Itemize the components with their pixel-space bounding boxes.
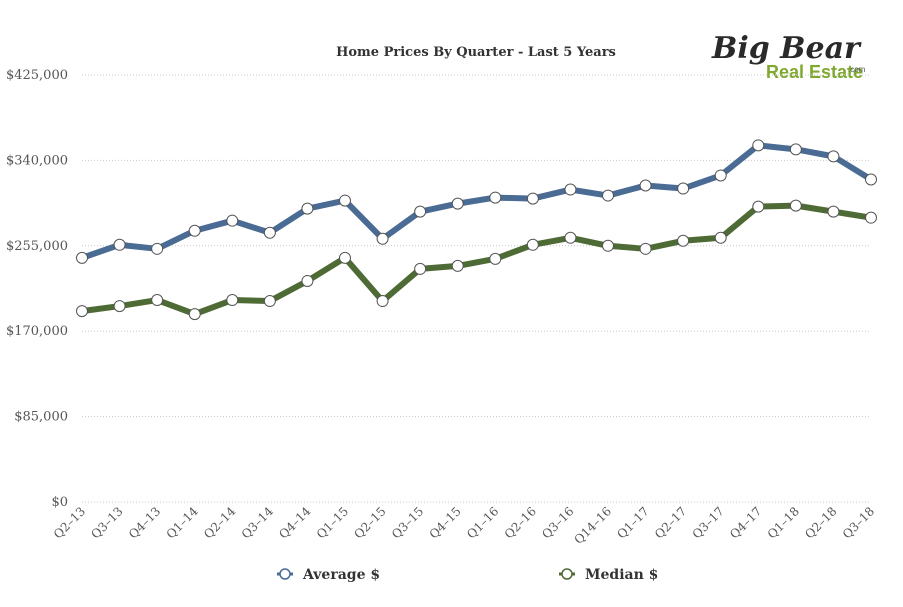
series-median [76, 199, 877, 321]
legend-marker [279, 568, 291, 580]
grid-lines [82, 74, 871, 503]
data-point[interactable] [752, 200, 765, 213]
logo-main-text: Big Bear [711, 31, 862, 66]
legend: Average $ Median $ [277, 567, 658, 583]
legend-marker [561, 568, 573, 580]
data-point[interactable] [76, 251, 88, 264]
legend-item[interactable]: Median $ [559, 567, 658, 583]
logo-sub-text: Real Estate [766, 62, 863, 82]
data-point[interactable] [564, 231, 577, 244]
x-axis-ticks: Q2–13 Q3–13 Q4–13 Q1–14 Q2–14 Q3–14 Q4–14 Q1–15… [51, 504, 877, 547]
data-point[interactable] [789, 143, 802, 156]
data-point[interactable] [865, 173, 877, 186]
data-point[interactable] [489, 252, 502, 265]
data-point[interactable] [339, 194, 351, 207]
legend-label: Median $ [585, 567, 658, 583]
x-tick-label: Q1–14 [164, 504, 202, 542]
series-line [79, 142, 874, 261]
data-point[interactable] [639, 242, 652, 255]
data-point[interactable] [151, 242, 164, 255]
data-point[interactable] [151, 294, 164, 307]
data-point[interactable] [526, 192, 539, 205]
data-point[interactable] [639, 179, 652, 192]
brand-logo: Big Bear Real Estate .com [711, 31, 866, 82]
x-tick-label: Q1–18 [765, 504, 802, 541]
series-line [79, 202, 874, 318]
data-point[interactable] [865, 211, 877, 224]
x-tick-label: Q1–17 [614, 504, 651, 541]
data-point[interactable] [789, 199, 802, 212]
legend-label: Average $ [302, 567, 380, 583]
data-point[interactable] [113, 300, 126, 313]
data-point[interactable] [301, 202, 314, 215]
x-tick-label: Q2–16 [502, 504, 539, 541]
y-tick-label: $0 [51, 495, 68, 510]
x-tick-label: Q2–18 [802, 504, 839, 541]
data-point[interactable] [113, 238, 126, 251]
x-tick-label: Q3–14 [239, 504, 277, 542]
data-point[interactable] [226, 294, 239, 307]
y-tick-label: $255,000 [6, 239, 68, 254]
x-tick-label: Q1–16 [464, 504, 501, 541]
x-tick-label: Q4–15 [427, 504, 464, 541]
x-tick-label: Q3–18 [840, 504, 877, 541]
data-point[interactable] [564, 183, 577, 196]
data-point[interactable] [76, 305, 88, 318]
y-axis-ticks: $0 $85,000 $170,000 $255,000 $340,000 $425,00… [6, 68, 68, 510]
x-tick-label: Q3–17 [690, 504, 727, 541]
x-tick-label: Q4–17 [727, 504, 764, 541]
data-point[interactable] [602, 189, 614, 202]
data-point[interactable] [451, 197, 464, 210]
data-point[interactable] [677, 234, 690, 247]
data-point[interactable] [526, 238, 539, 251]
data-point[interactable] [226, 214, 239, 227]
x-tick-label: Q2–15 [351, 504, 388, 541]
data-point[interactable] [301, 274, 314, 287]
x-tick-label: Q2–14 [201, 504, 239, 542]
data-point[interactable] [188, 224, 201, 237]
x-tick-label: Q2–17 [652, 504, 689, 541]
x-tick-label: Q1–15 [314, 504, 351, 541]
series-average [76, 139, 877, 264]
data-point[interactable] [188, 308, 201, 321]
data-point[interactable] [827, 150, 840, 163]
data-point[interactable] [489, 191, 502, 204]
data-point[interactable] [376, 232, 389, 245]
data-point[interactable] [451, 259, 464, 272]
data-point[interactable] [752, 139, 765, 152]
y-tick-label: $340,000 [6, 153, 68, 168]
y-tick-label: $170,000 [6, 324, 68, 339]
data-point[interactable] [714, 231, 727, 244]
y-tick-label: $425,000 [6, 68, 68, 83]
legend-item[interactable]: Average $ [277, 567, 380, 583]
x-tick-label: Q4–13 [126, 504, 163, 541]
data-point[interactable] [376, 295, 389, 308]
y-tick-label: $85,000 [14, 410, 68, 425]
data-point[interactable] [339, 251, 351, 264]
data-point[interactable] [263, 295, 276, 308]
chart-title: Home Prices By Quarter - Last 5 Years [336, 45, 616, 60]
x-tick-label: Q14–16 [571, 504, 614, 547]
data-point[interactable] [414, 205, 427, 218]
x-tick-label: Q3–15 [389, 504, 426, 541]
data-point[interactable] [263, 226, 276, 239]
data-point[interactable] [677, 182, 690, 195]
data-point[interactable] [714, 169, 727, 182]
x-tick-label: Q3–16 [539, 504, 576, 541]
series-layer [76, 139, 877, 321]
data-point[interactable] [414, 262, 427, 275]
x-tick-label: Q4–14 [276, 504, 314, 542]
logo-com-text: .com [848, 65, 866, 74]
data-point[interactable] [827, 205, 840, 218]
data-point[interactable] [602, 239, 614, 252]
x-tick-label: Q3–13 [88, 504, 125, 541]
